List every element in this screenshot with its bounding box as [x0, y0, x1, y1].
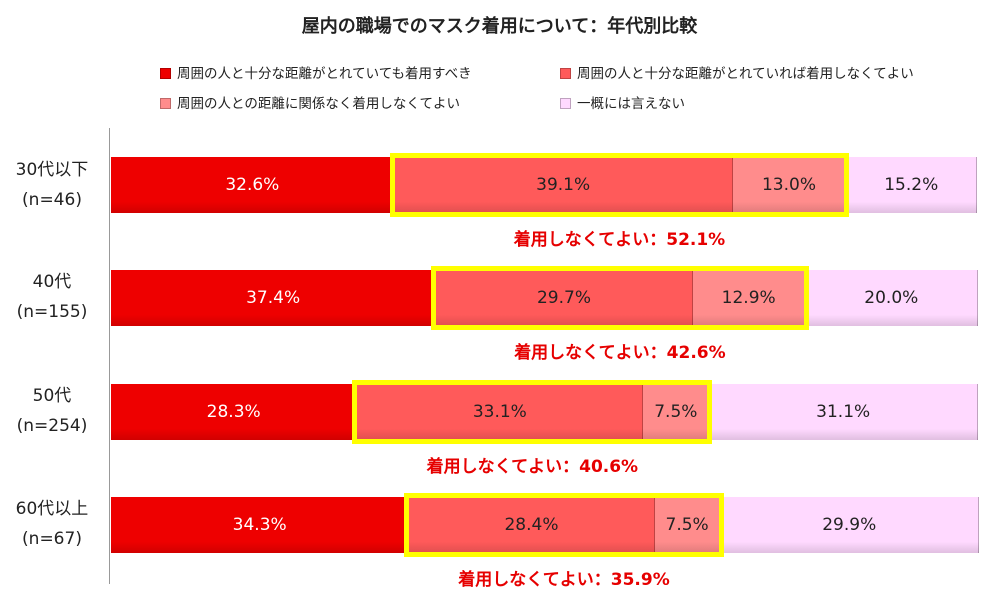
category-n: (n=155) [16, 302, 88, 322]
legend-swatch-1 [160, 68, 171, 79]
bar-60s-series-2 [408, 497, 655, 553]
category-n: (n=254) [16, 416, 88, 436]
bar-label-40s-series-1: 37.4% [246, 288, 301, 308]
category-label-40s: 40代 (n=155) [4, 267, 100, 327]
bar-label-30s-series-1: 32.6% [225, 175, 280, 195]
category-label-50s: 50代 (n=254) [4, 381, 100, 441]
legend-swatch-4 [560, 98, 571, 109]
legend-item-1: 周囲の人と十分な距離がとれていても着用すべき [160, 62, 472, 82]
legend-label-2: 周囲の人と十分な距離がとれていれば着用しなくてよい [577, 66, 914, 82]
bar-label-40s-series-2: 29.7% [536, 288, 591, 308]
bar-label-30s-series-3: 13.0% [761, 175, 816, 195]
bar-label-60s-series-4: 29.9% [822, 515, 877, 535]
legend-label-4: 一概には言えない [577, 96, 685, 112]
annotation-30s: 着用しなくてよい：52.1% [513, 230, 726, 250]
bar-50s-series-4 [708, 384, 978, 440]
bar-label-40s-series-4: 20.0% [864, 288, 919, 308]
bar-label-60s-series-2: 28.4% [504, 515, 559, 535]
category-label-60s: 60代以上 (n=67) [4, 494, 100, 554]
highlight-box-50s [352, 380, 713, 444]
annotation-40s: 着用しなくてよい：42.6% [514, 343, 726, 363]
chart-title: 屋内の職場でのマスク着用について：年代別比較 [301, 16, 698, 37]
bar-label-40s-series-3: 12.9% [721, 288, 776, 308]
highlight-box-30s [389, 153, 850, 217]
bar-label-50s-series-2: 33.1% [472, 402, 527, 422]
bar-60s-series-3 [654, 497, 720, 553]
bar-label-60s-series-1: 34.3% [232, 515, 287, 535]
legend-swatch-2 [560, 68, 571, 79]
bar-label-60s-series-3: 7.5% [665, 515, 709, 535]
bar-50s-series-3 [643, 384, 709, 440]
category-name: 60代以上 [15, 499, 89, 519]
bar-60s-series-4 [719, 497, 979, 553]
category-label-30s: 30代以下 (n=46) [4, 155, 100, 215]
bar-label-30s-series-2: 39.1% [536, 175, 591, 195]
category-name: 50代 [32, 386, 72, 406]
highlight-box-40s [431, 266, 809, 330]
bar-40s-series-1 [111, 270, 436, 326]
bar-40s-series-4 [804, 270, 978, 326]
annotation-60s: 着用しなくてよい：35.9% [458, 570, 670, 590]
bar-label-30s-series-4: 15.2% [884, 175, 939, 195]
bar-40s-series-3 [692, 270, 805, 326]
category-n: (n=67) [22, 529, 82, 549]
category-n: (n=46) [22, 190, 82, 210]
bar-30s-series-4 [845, 157, 978, 213]
bar-label-50s-series-3: 7.5% [654, 402, 698, 422]
bar-30s-series-2 [393, 157, 733, 213]
legend-item-4: 一概には言えない [560, 92, 685, 112]
highlight-box-60s [404, 493, 724, 557]
legend-label-3: 周囲の人との距離に関係なく着用しなくてよい [177, 96, 460, 112]
category-name: 30代以下 [15, 160, 89, 180]
bar-60s-series-1 [111, 497, 409, 553]
annotation-50s: 着用しなくてよい：40.6% [426, 457, 639, 477]
legend-label-1: 周囲の人と十分な距離がとれていても着用すべき [177, 66, 472, 82]
bar-50s-series-1 [111, 384, 357, 440]
legend-item-3: 周囲の人との距離に関係なく着用しなくてよい [160, 92, 460, 112]
bar-label-50s-series-4: 31.1% [816, 402, 871, 422]
legend-item-2: 周囲の人と十分な距離がとれていれば着用しなくてよい [560, 62, 914, 82]
legend-swatch-3 [160, 98, 171, 109]
bar-50s-series-2 [356, 384, 644, 440]
bar-30s-series-1 [111, 157, 394, 213]
bar-30s-series-3 [732, 157, 846, 213]
category-axis-line [109, 128, 110, 584]
bar-40s-series-2 [435, 270, 693, 326]
category-name: 40代 [32, 272, 72, 292]
bar-label-50s-series-1: 28.3% [206, 402, 261, 422]
